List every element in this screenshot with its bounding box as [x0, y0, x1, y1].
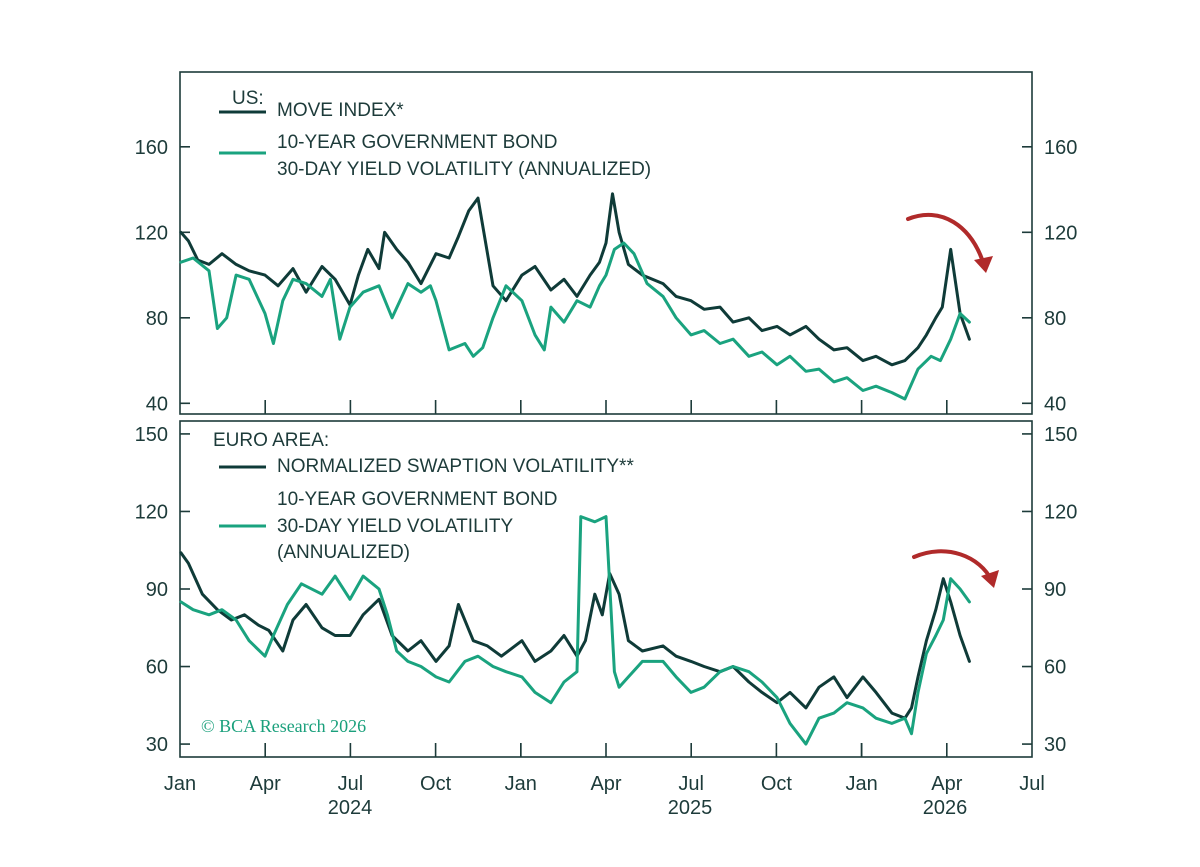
panel-us-title: US:: [232, 88, 264, 109]
y-tick-label-right-euro-0: 30: [1044, 734, 1066, 756]
x-year-label-2025: 2025: [668, 797, 713, 819]
x-tick-label-5: Apr: [590, 773, 621, 795]
panel-us: 40 40 80 80 120 120 160 160 US: MOVE INDEX* 10-…: [135, 71, 1078, 416]
y-tick-label-left-euro-2: 90: [146, 579, 168, 601]
panel-euro: 30 30 60 60 90 90 120 120 150 150 EURO AREA: NORM…: [135, 420, 1077, 758]
y-tick-label-left-euro-3: 120: [135, 501, 168, 523]
copyright-text: © BCA Research 2026: [201, 716, 366, 736]
panel-euro-title: EURO AREA:: [213, 430, 329, 451]
y-tick-label-left-us-0: 40: [146, 393, 168, 415]
series-line-us-1: [179, 241, 971, 401]
y-tick-label-left-us-2: 120: [135, 222, 168, 244]
x-tick-label-1: Apr: [250, 773, 281, 795]
x-tick-label-6: Jul: [678, 773, 704, 795]
panel-euro-ticks: 30 30 60 60 90 90 120 120 150 150: [135, 424, 1077, 757]
y-tick-label-right-us-3: 160: [1044, 137, 1077, 159]
legend-label-swaption-vol: NORMALIZED SWAPTION VOLATILITY**: [277, 456, 634, 477]
x-tick-label-2: Jul: [338, 773, 364, 795]
panel-us-ticks: 40 40 80 80 120 120 160 160: [135, 137, 1078, 416]
panel-us-legend: US: MOVE INDEX* 10-YEAR GOVERNMENT BOND …: [219, 88, 651, 180]
y-tick-label-left-us-1: 80: [146, 308, 168, 330]
y-tick-label-right-us-1: 80: [1044, 308, 1066, 330]
panel-us-lines: [179, 192, 971, 401]
legend-label-us-yield-vol-line2: 30-DAY YIELD VOLATILITY (ANNUALIZED): [277, 159, 651, 180]
legend-label-euro-yield-vol-line2: 30-DAY YIELD VOLATILITY: [277, 516, 514, 537]
x-tick-label-3: Oct: [420, 773, 452, 795]
series-line-euro-1: [179, 515, 971, 746]
legend-label-move-index: MOVE INDEX*: [277, 100, 404, 121]
y-tick-label-right-us-0: 40: [1044, 393, 1066, 415]
x-tick-label-7: Oct: [761, 773, 793, 795]
series-line-us-0: [179, 192, 971, 367]
x-tick-label-8: Jan: [845, 773, 877, 795]
legend-label-euro-yield-vol-line3: (ANNUALIZED): [277, 542, 410, 563]
y-tick-label-left-us-3: 160: [135, 137, 168, 159]
legend-label-euro-yield-vol-line1: 10-YEAR GOVERNMENT BOND: [277, 489, 557, 510]
y-tick-label-left-euro-1: 60: [146, 657, 168, 679]
y-tick-label-right-euro-4: 150: [1044, 424, 1077, 446]
x-tick-label-4: Jan: [505, 773, 537, 795]
y-tick-label-right-euro-1: 60: [1044, 657, 1066, 679]
x-year-label-2024: 2024: [328, 797, 373, 819]
x-tick-label-9: Apr: [931, 773, 962, 795]
legend-label-us-yield-vol-line1: 10-YEAR GOVERNMENT BOND: [277, 132, 557, 153]
series-line-euro-0: [179, 551, 971, 720]
y-tick-label-left-euro-4: 150: [135, 424, 168, 446]
arrow-us-head: [974, 256, 993, 273]
y-tick-label-right-us-2: 120: [1044, 222, 1077, 244]
y-tick-label-left-euro-0: 30: [146, 734, 168, 756]
panel-euro-legend: EURO AREA: NORMALIZED SWAPTION VOLATILIT…: [213, 430, 634, 563]
y-tick-label-right-euro-2: 90: [1044, 579, 1066, 601]
x-tick-label-10: Jul: [1019, 773, 1045, 795]
y-tick-label-right-euro-3: 120: [1044, 501, 1077, 523]
arrow-us-curve: [906, 212, 987, 270]
x-tick-label-0: Jan: [164, 773, 196, 795]
x-year-label-2026: 2026: [923, 797, 968, 819]
panel-euro-lines: [179, 515, 971, 746]
arrow-euro-curve: [912, 549, 994, 583]
arrow-euro-head: [981, 570, 999, 588]
